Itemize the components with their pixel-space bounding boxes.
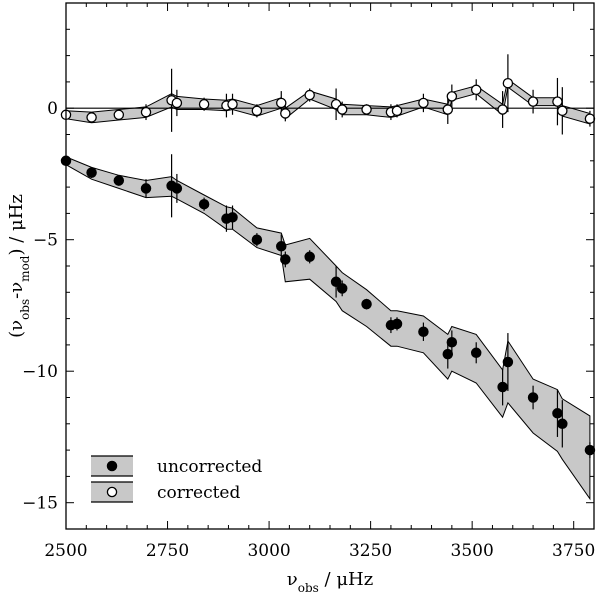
legend: uncorrected corrected (91, 455, 262, 503)
point-corrected-18 (418, 97, 429, 109)
point-uncorrected-19 (442, 348, 454, 360)
point-uncorrected-25 (552, 408, 563, 419)
x-tick-label: 2500 (44, 541, 87, 561)
point-uncorrected-23 (502, 356, 514, 368)
point-uncorrected-20 (446, 337, 458, 348)
y-tick-label: −10 (22, 362, 58, 382)
y-axis-title: (νobs-νmod) / μHz (6, 194, 32, 338)
point-uncorrected-1 (86, 167, 97, 178)
point-uncorrected-17 (391, 318, 403, 330)
point-corrected-23 (502, 77, 514, 89)
point-corrected-9 (251, 105, 263, 117)
point-corrected-17 (391, 105, 403, 117)
point-uncorrected-14 (336, 283, 348, 294)
point-corrected-12 (304, 89, 315, 101)
point-uncorrected-22 (497, 381, 508, 393)
x-tick-label: 3750 (552, 541, 595, 561)
point-corrected-11 (280, 108, 291, 119)
x-tick-label: 2750 (146, 541, 189, 561)
point-corrected-1 (86, 112, 97, 123)
point-uncorrected-3 (140, 183, 152, 194)
point-corrected-19 (442, 104, 454, 115)
band-uncorrected (65, 156, 591, 501)
point-corrected-15 (361, 104, 372, 115)
x-tick-label: 3500 (451, 541, 494, 561)
point-corrected-20 (446, 91, 458, 102)
point-uncorrected-15 (361, 298, 372, 310)
point-uncorrected-26 (557, 418, 568, 430)
point-corrected-21 (470, 84, 482, 96)
y-tick-label: −15 (22, 494, 58, 514)
legend-label-uncorrected: uncorrected (157, 457, 262, 477)
point-corrected-24 (527, 96, 539, 107)
x-tick-label: 3000 (247, 541, 290, 561)
confidence-bands (65, 78, 591, 501)
point-corrected-6 (198, 99, 210, 110)
x-tick-label: 3250 (349, 541, 392, 561)
legend-marker-uncorrected (106, 460, 118, 472)
point-corrected-14 (336, 104, 348, 115)
point-corrected-26 (557, 105, 568, 117)
point-corrected-2 (113, 109, 125, 121)
point-uncorrected-13 (330, 276, 342, 288)
point-uncorrected-18 (418, 326, 429, 337)
y-tick-label: 0 (47, 99, 58, 119)
point-uncorrected-5 (171, 183, 183, 194)
point-corrected-8 (227, 99, 238, 110)
axis-tick-labels: 2500 2750 3000 3250 3500 3750 0 −5 −10 −15 (22, 99, 595, 561)
point-uncorrected-24 (527, 392, 539, 403)
point-corrected-5 (171, 97, 183, 109)
point-uncorrected-9 (251, 234, 263, 245)
point-uncorrected-12 (304, 251, 315, 263)
point-corrected-22 (497, 104, 508, 115)
point-uncorrected-8 (227, 212, 238, 223)
point-corrected-3 (140, 106, 152, 118)
point-uncorrected-11 (280, 254, 291, 265)
y-tick-label: −5 (33, 231, 58, 251)
point-uncorrected-10 (276, 241, 287, 252)
x-axis-title: νobs / μHz (287, 569, 373, 593)
axis-ticks (65, 2, 595, 530)
point-corrected-10 (276, 97, 287, 109)
point-uncorrected-21 (470, 347, 482, 359)
point-corrected-27 (584, 113, 596, 124)
point-uncorrected-6 (198, 198, 210, 210)
legend-label-corrected: corrected (157, 483, 240, 503)
data-markers (60, 77, 596, 456)
point-uncorrected-2 (113, 175, 125, 186)
legend-marker-corrected (106, 486, 118, 498)
point-corrected-25 (552, 96, 563, 107)
